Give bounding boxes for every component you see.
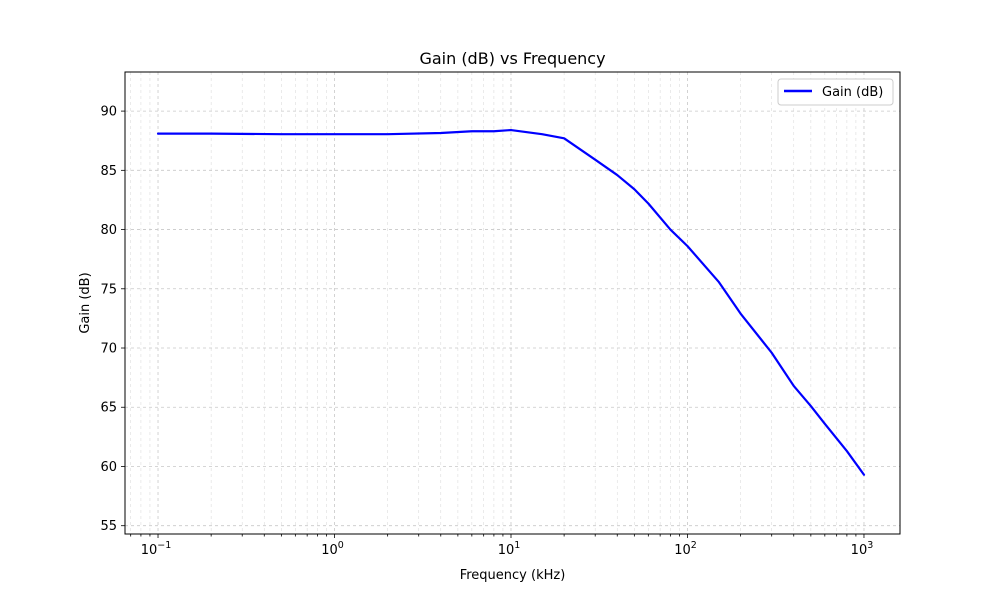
x-tick-label: 10−1	[141, 540, 172, 558]
x-tick-label: 100	[321, 540, 344, 558]
axis-ticks: 55 60 65 70 75 80 85 90 10−1 100 101 102 103	[100, 105, 873, 558]
y-tick-label: 65	[100, 401, 117, 416]
legend: Gain (dB)	[777, 78, 894, 106]
y-tick-label: 85	[100, 164, 117, 179]
legend-box	[777, 78, 894, 106]
y-tick-label: 90	[100, 105, 117, 120]
x-axis-label: Frequency (kHz)	[460, 568, 566, 583]
y-tick-label: 70	[100, 342, 117, 357]
legend-entry-gain: Gain (dB)	[822, 85, 883, 100]
x-tick-label: 103	[851, 540, 874, 558]
series-layer	[156, 128, 866, 476]
series-line-gain	[156, 128, 866, 476]
y-tick-label: 75	[100, 282, 117, 297]
grid	[125, 72, 900, 534]
y-tick-label: 55	[100, 519, 117, 534]
plot-frame	[124, 71, 901, 535]
y-tick-label: 80	[100, 223, 117, 238]
x-tick-label: 102	[674, 540, 697, 558]
chart-title: Gain (dB) vs Frequency	[419, 49, 605, 68]
y-tick-label: 60	[100, 460, 117, 475]
y-axis-label: Gain (dB)	[78, 272, 93, 333]
x-tick-label: 101	[498, 540, 521, 558]
